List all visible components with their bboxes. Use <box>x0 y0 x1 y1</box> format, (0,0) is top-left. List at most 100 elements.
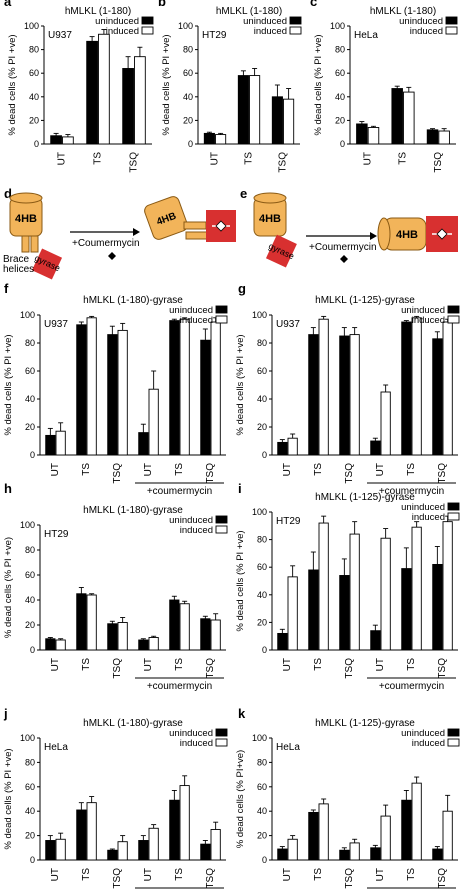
chart-g: g hMLKL (1-125)-gyrase 0 20 40 60 80 100 % dead … <box>235 281 460 497</box>
x-tick-label: TS <box>174 868 185 881</box>
x-tick-label: TS <box>81 463 92 476</box>
cell-line-label: U937 <box>44 319 68 330</box>
legend-label-induced: induced <box>412 738 445 749</box>
schematic-d-domain-after: 4HB <box>144 196 236 242</box>
x-tick-label: TS <box>174 658 185 671</box>
bar-induced <box>179 318 190 456</box>
bar-uninduced <box>277 848 288 861</box>
bar-uninduced <box>339 849 350 861</box>
y-tick-label: 100 <box>20 520 35 530</box>
panel-letter: c <box>310 0 317 9</box>
y-tick-label: 80 <box>25 545 35 555</box>
bar-induced <box>117 841 128 861</box>
bar-induced <box>55 838 66 861</box>
bar-induced <box>411 317 422 456</box>
bar-uninduced <box>86 40 98 145</box>
4hb-domain-top <box>253 192 287 204</box>
y-tick-label: 40 <box>25 394 35 404</box>
x-tick-label: UT <box>57 152 68 165</box>
schematic-d-letter: d <box>4 186 12 201</box>
bar-induced <box>318 522 329 651</box>
chart-title: hMLKL (1-180)-gyrase <box>83 718 183 729</box>
y-tick-label: 80 <box>257 338 267 348</box>
y-tick-label: 40 <box>25 806 35 816</box>
bar-uninduced <box>200 843 211 861</box>
y-tick-label: 20 <box>335 115 345 125</box>
legend-label-induced: induced <box>254 26 287 37</box>
bar-uninduced <box>45 638 56 651</box>
y-tick-label: 40 <box>335 92 345 102</box>
legend-label-induced: induced <box>180 315 213 326</box>
legend-label-induced: induced <box>106 26 139 37</box>
x-tick-label: TSQ <box>344 868 355 889</box>
bar-induced <box>86 802 97 861</box>
bar-uninduced <box>122 68 134 145</box>
brace-helices-label: Brace helices <box>3 254 34 275</box>
x-tick-label: TSQ <box>112 868 123 889</box>
legend-label-induced: induced <box>410 26 443 37</box>
y-tick-label: 100 <box>252 310 267 320</box>
chart-title: hMLKL (1-125)-gyrase <box>315 492 415 503</box>
bar-induced <box>210 619 221 651</box>
bar-induced <box>249 75 261 145</box>
brace-helix-1 <box>183 221 207 230</box>
bar-uninduced <box>107 623 118 651</box>
x-tick-label: TS <box>406 463 417 476</box>
brace-helix-1 <box>21 235 30 253</box>
coumermycin-label: +coumermycin <box>147 681 212 692</box>
cell-line-label: HT29 <box>44 529 69 540</box>
bar-uninduced <box>138 840 149 861</box>
bar-induced <box>318 318 329 456</box>
y-tick-label: 0 <box>262 450 267 460</box>
bar-uninduced <box>45 840 56 861</box>
x-tick-label: TSQ <box>278 152 289 173</box>
brace-helix-2 <box>30 235 39 253</box>
legend-swatch-induced <box>447 315 460 324</box>
bar-uninduced <box>432 338 443 456</box>
coumermycin-label: +coumermycin <box>147 486 212 497</box>
y-axis-label: % dead cells (% PI +ve) <box>235 530 246 631</box>
bar-induced <box>179 785 190 861</box>
y-tick-label: 100 <box>24 21 39 31</box>
x-tick-label: TS <box>406 658 417 671</box>
bar-induced <box>349 334 360 456</box>
x-tick-label: TS <box>406 868 417 881</box>
bar-uninduced <box>138 432 149 456</box>
schematic-d-domain-before: 4HB gyrase Brace helices <box>3 192 63 280</box>
4hb-domain-end <box>377 217 391 251</box>
bar-uninduced <box>271 96 283 145</box>
y-tick-label: 20 <box>25 831 35 841</box>
gyrase-shape-before: gyrase <box>265 234 297 268</box>
x-tick-label: TSQ <box>205 463 216 484</box>
x-tick-label: UT <box>375 868 386 881</box>
y-axis-label: % dead cells (% PI+ve) <box>235 750 246 848</box>
chart-b: b hMLKL (1-180) 0 20 40 60 80 100 % dead cells (… <box>158 0 302 173</box>
bar-uninduced <box>203 132 215 145</box>
cell-line-label: HT29 <box>202 30 227 41</box>
chart-title: hMLKL (1-180)-gyrase <box>83 295 183 306</box>
schematic-d: d 4HB gyrase Brace helices +Coumermycin 4… <box>3 186 236 280</box>
x-tick-label: TSQ <box>205 658 216 679</box>
legend-swatch-induced <box>141 26 154 35</box>
bar-uninduced <box>277 441 288 456</box>
y-tick-label: 80 <box>25 757 35 767</box>
schematic-e-domain-after: 4HB <box>377 216 458 252</box>
bar-induced <box>86 594 97 651</box>
cell-line-label: HeLa <box>354 30 378 41</box>
x-tick-label: TS <box>313 658 324 671</box>
x-tick-label: UT <box>282 868 293 881</box>
chart-title: hMLKL (1-125)-gyrase <box>315 295 415 306</box>
bar-uninduced <box>169 799 180 861</box>
bar-uninduced <box>169 599 180 651</box>
schematic-e-domain-before: 4HB gyrase <box>253 192 297 268</box>
bar-induced <box>134 56 146 145</box>
legend-label-induced: induced <box>412 512 445 523</box>
y-tick-label: 80 <box>257 535 267 545</box>
y-tick-label: 100 <box>330 21 345 31</box>
y-tick-label: 80 <box>257 757 267 767</box>
y-tick-label: 20 <box>29 115 39 125</box>
4hb-domain-top <box>9 192 43 204</box>
legend-label-uninduced: uninduced <box>399 16 443 27</box>
panel-letter: j <box>3 706 8 721</box>
y-tick-label: 20 <box>257 422 267 432</box>
